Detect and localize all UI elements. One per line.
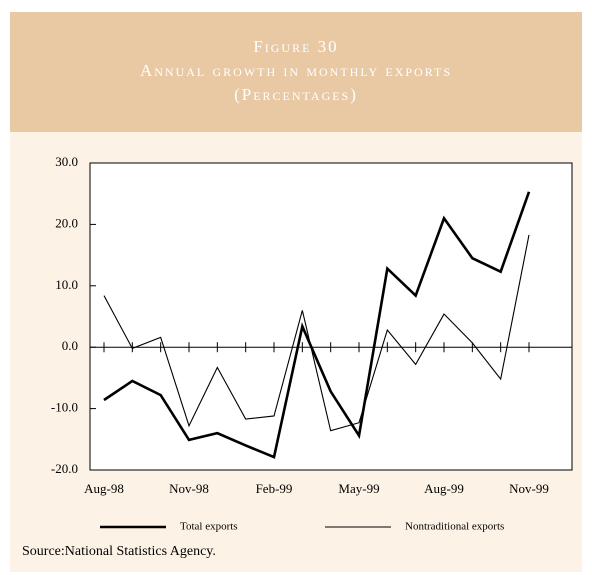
legend-label: Nontraditional exports (405, 521, 504, 533)
x-tick-label: Nov-98 (169, 481, 209, 496)
chart-title: Figure 30 (253, 37, 338, 56)
y-tick-label: 0.0 (62, 338, 78, 353)
series-line (103, 234, 530, 432)
y-tick-label: 20.0 (55, 215, 78, 230)
y-tick-label: -20.0 (51, 461, 78, 476)
y-tick-label: 30.0 (55, 154, 78, 169)
x-tick-label: May-99 (338, 481, 379, 496)
series-line (103, 191, 531, 459)
legend-label: Total exports (180, 521, 238, 533)
x-tick-label: Nov-99 (509, 481, 549, 496)
x-tick-label: Aug-99 (424, 481, 464, 496)
y-tick-label: 10.0 (55, 277, 78, 292)
unit-note: (Percentages) (234, 85, 358, 104)
source-note: Source:National Statistics Agency. (22, 544, 216, 559)
header-band (10, 12, 582, 132)
x-tick-label: Aug-98 (84, 481, 124, 496)
y-tick-label: -10.0 (51, 400, 78, 415)
chart-subtitle: Annual growth in monthly exports (140, 61, 452, 80)
plot-area (89, 162, 573, 471)
x-tick-label: Feb-99 (256, 481, 293, 496)
